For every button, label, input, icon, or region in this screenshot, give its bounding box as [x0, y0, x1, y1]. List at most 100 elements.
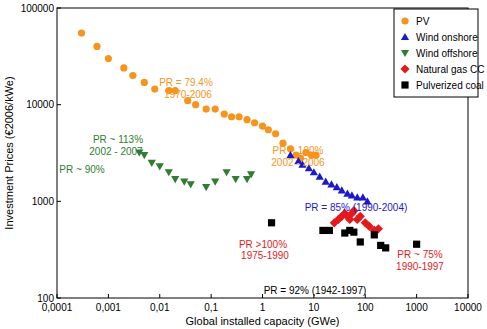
annotation: 2002 - 2007 — [89, 146, 143, 157]
point — [348, 191, 356, 198]
x-axis-label: Global installed capacity (GWe) — [186, 315, 340, 327]
point — [272, 130, 279, 137]
legend-label: PV — [416, 16, 430, 27]
x-tick — [159, 294, 160, 298]
annotation: PR ~ 113% — [93, 134, 143, 145]
point — [371, 231, 378, 238]
x-tick-label: 0,1 — [204, 302, 218, 313]
annotation: PR = 79.4% — [159, 77, 213, 88]
point — [350, 229, 357, 236]
point — [251, 119, 258, 126]
y-tick — [57, 298, 61, 299]
point — [243, 176, 251, 183]
y-tick — [57, 104, 61, 105]
legend-marker — [401, 17, 408, 24]
point — [211, 179, 219, 186]
point — [235, 113, 242, 120]
point — [359, 193, 367, 200]
annotation: 1975-1990 — [241, 250, 289, 261]
x-tick — [468, 294, 469, 298]
annotation: PR ~ 90% — [59, 164, 104, 175]
y-tick — [57, 8, 61, 9]
point — [413, 241, 420, 248]
point — [322, 178, 330, 185]
point — [338, 186, 346, 193]
legend-label: Wind onshore — [416, 32, 478, 43]
point — [382, 244, 389, 251]
point — [268, 219, 275, 226]
annotation: 1970-2006 — [164, 89, 212, 100]
annotation: PR = 85% (1990-2004) — [305, 202, 408, 213]
chart: 0,0001 0,001 0,01 0,1 1 10 100 1000 10000 100 1000… — [0, 0, 487, 329]
legend-label: Wind offshore — [416, 48, 478, 59]
y-tick-label: 10000 — [26, 99, 54, 110]
point — [232, 176, 240, 183]
plot-area — [78, 29, 420, 251]
point — [105, 55, 112, 62]
point — [156, 163, 164, 170]
x-tick-label: 0,01 — [150, 302, 170, 313]
point — [78, 29, 85, 36]
point — [148, 160, 156, 167]
point — [187, 181, 195, 188]
point — [247, 171, 255, 178]
point — [326, 227, 333, 234]
point — [356, 212, 365, 221]
x-tick-label: 1 — [260, 302, 266, 313]
y-axis-label: Investment Prices (€2006/kWe) — [3, 76, 15, 229]
point — [203, 105, 210, 112]
plot-frame — [57, 8, 468, 298]
annotation: PR ~ 100% — [273, 145, 324, 156]
point — [357, 238, 364, 245]
x-tick — [57, 294, 58, 298]
point — [202, 184, 210, 191]
point — [93, 43, 100, 50]
legend-label: Pulverized coal — [416, 80, 484, 91]
x-tick-label: 10000 — [454, 302, 482, 313]
series — [78, 29, 320, 161]
point — [316, 173, 324, 180]
legend-marker — [401, 81, 408, 88]
y-tick-label: 100000 — [21, 3, 55, 14]
x-tick-label: 1000 — [406, 302, 429, 313]
point — [222, 169, 230, 176]
point — [141, 79, 148, 86]
x-tick-label: 0,0001 — [42, 302, 73, 313]
legend: PV Wind onshore Wind offshore Natural gas C… — [394, 9, 484, 97]
y-tick — [57, 201, 61, 202]
point — [243, 116, 250, 123]
point — [319, 227, 326, 234]
x-tick — [416, 294, 417, 298]
x-tick — [108, 294, 109, 298]
point — [221, 110, 228, 117]
annotation: 1990-1997 — [396, 261, 444, 272]
point — [327, 180, 335, 187]
point — [192, 101, 199, 108]
point — [212, 105, 219, 112]
series — [268, 219, 420, 251]
y-tick-label: 1000 — [32, 196, 55, 207]
x-tick-label: 0,001 — [96, 302, 121, 313]
x-tick-label: 100 — [357, 302, 374, 313]
point — [228, 113, 235, 120]
point — [165, 169, 173, 176]
point — [265, 126, 272, 133]
point — [129, 72, 136, 79]
legend-marker — [401, 50, 409, 57]
point — [120, 64, 127, 71]
point — [151, 85, 158, 92]
y-tick-label: 100 — [37, 293, 54, 304]
annotation: PR ~ 75% — [397, 249, 442, 260]
legend-label: Natural gas CC — [416, 64, 484, 75]
point — [333, 183, 341, 190]
legend-marker — [400, 64, 409, 73]
point — [171, 176, 179, 183]
annotation: 2002 - 2006 — [271, 157, 325, 168]
x-tick-label: 10 — [308, 302, 320, 313]
annotation: PR >100% — [239, 239, 287, 250]
point — [310, 168, 318, 175]
series — [135, 149, 255, 191]
x-tick — [211, 294, 212, 298]
legend-marker — [401, 33, 409, 40]
annotation: PR = 92% (1942-1997) — [264, 285, 367, 296]
